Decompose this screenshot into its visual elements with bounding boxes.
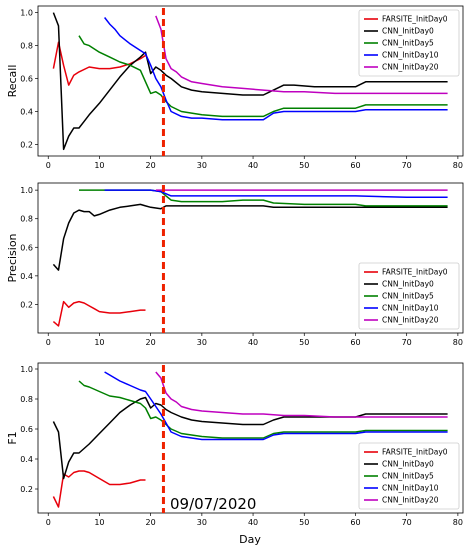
legend-label-cnn-initday5: CNN_InitDay5 [382, 292, 434, 301]
x-tick-label: 0 [46, 338, 51, 347]
y-tick-label: 0.2 [20, 300, 33, 309]
date-annotation: 09/07/2020 [170, 495, 256, 513]
x-tick-label: 20 [146, 338, 156, 347]
x-tick-label: 20 [146, 161, 156, 170]
y-axis-label: Precision [6, 233, 19, 282]
x-tick-label: 60 [350, 518, 360, 527]
series-group [52, 12, 448, 151]
series-line-farsite-initday0 [52, 41, 146, 86]
x-tick-label: 0 [46, 161, 51, 170]
x-tick-label: 80 [453, 161, 463, 170]
series-line-cnn-initday10 [104, 189, 448, 199]
series-line-farsite-initday0 [52, 300, 146, 327]
x-tick-label: 80 [453, 338, 463, 347]
plot-frame [37, 362, 464, 514]
x-tick-label: 80 [453, 518, 463, 527]
legend-box [358, 9, 460, 77]
legend-label-cnn-initday20: CNN_InitDay20 [382, 316, 439, 325]
x-tick-label: 70 [402, 161, 412, 170]
y-tick-label: 0.2 [20, 140, 33, 149]
y-tick-label: 0.2 [20, 485, 33, 494]
x-tick-label: 70 [402, 338, 412, 347]
legend-label-cnn-initday10: CNN_InitDay10 [382, 484, 439, 493]
x-tick-label: 20 [146, 518, 156, 527]
legend-label-cnn-initday0: CNN_InitDay0 [382, 460, 434, 469]
legend: FARSITE_InitDay0 CNN_InitDay0 CNN_InitDay5… [358, 262, 460, 330]
x-tick-label: 40 [248, 161, 258, 170]
y-tick-label: 1.0 [20, 9, 33, 18]
legend-label-cnn-initday5: CNN_InitDay5 [382, 39, 434, 48]
legend: FARSITE_InitDay0 CNN_InitDay0 CNN_InitDay5… [358, 9, 460, 77]
x-tick-label: 40 [248, 338, 258, 347]
x-tick-label: 10 [94, 518, 104, 527]
legend: FARSITE_InitDay0 CNN_InitDay0 CNN_InitDay5… [358, 442, 460, 510]
plot-frame [37, 182, 464, 334]
x-tick-label: 10 [94, 161, 104, 170]
series-line-cnn-initday0 [52, 12, 448, 151]
y-tick-label: 1.0 [20, 365, 33, 374]
y-tick-label: 0.6 [20, 425, 33, 434]
y-tick-label: 0.4 [20, 107, 33, 116]
series-line-cnn-initday5 [78, 35, 448, 118]
legend-label-cnn-initday0: CNN_InitDay0 [382, 27, 434, 36]
x-tick-label: 40 [248, 518, 258, 527]
series-line-cnn-initday5 [78, 380, 448, 439]
legend-box [358, 262, 460, 330]
legend-label-cnn-initday5: CNN_InitDay5 [382, 472, 434, 481]
legend-label-cnn-initday20: CNN_InitDay20 [382, 496, 439, 505]
x-axis-label: Day [239, 533, 261, 546]
series-group [52, 371, 448, 508]
series-line-cnn-initday0 [52, 396, 448, 480]
ticks-group: 0 10 20 30 40 50 60 70 80 0.2 0.4 0.6 0.8 1.0 [20, 365, 463, 527]
y-tick-label: 0.8 [20, 395, 33, 404]
panel-f1: F1 Day 09/07/2020 0 10 20 30 40 50 60 70 80 0.2 0.… [6, 362, 464, 546]
y-tick-label: 0.4 [20, 272, 33, 281]
ticks-group: 0 10 20 30 40 50 60 70 80 0.2 0.4 0.6 0.8 1.0 [20, 9, 463, 170]
y-tick-label: 0.4 [20, 455, 33, 464]
y-axis-label: Recall [6, 65, 19, 98]
x-tick-label: 50 [299, 518, 309, 527]
legend-label-cnn-initday0: CNN_InitDay0 [382, 280, 434, 289]
x-tick-label: 50 [299, 161, 309, 170]
x-tick-label: 0 [46, 518, 51, 527]
y-tick-label: 0.8 [20, 42, 33, 51]
x-tick-label: 10 [94, 338, 104, 347]
x-tick-label: 60 [350, 338, 360, 347]
series-line-cnn-initday10 [104, 371, 448, 441]
y-tick-label: 0.6 [20, 75, 33, 84]
y-tick-label: 0.8 [20, 215, 33, 224]
x-tick-label: 60 [350, 161, 360, 170]
x-tick-label: 30 [197, 161, 207, 170]
legend-box [358, 442, 460, 510]
x-tick-label: 70 [402, 518, 412, 527]
legend-label-farsite-initday0: FARSITE_InitDay0 [382, 268, 448, 277]
legend-label-farsite-initday0: FARSITE_InitDay0 [382, 15, 448, 24]
legend-label-cnn-initday10: CNN_InitDay10 [382, 51, 439, 60]
series-line-cnn-initday10 [104, 17, 448, 121]
legend-label-cnn-initday20: CNN_InitDay20 [382, 63, 439, 72]
panel-precision: Precision 0 10 20 30 40 50 60 70 80 0.2 0.4 0.6 0.8 1… [6, 182, 464, 347]
series-line-farsite-initday0 [52, 470, 146, 508]
x-tick-label: 50 [299, 338, 309, 347]
ticks-group: 0 10 20 30 40 50 60 70 80 0.2 0.4 0.6 0.8 1.0 [20, 186, 463, 347]
series-line-cnn-initday20 [155, 15, 448, 95]
legend-label-cnn-initday10: CNN_InitDay10 [382, 304, 439, 313]
series-group [52, 189, 448, 327]
plot-frame [37, 5, 464, 157]
series-line-cnn-initday0 [52, 203, 448, 271]
legend-label-farsite-initday0: FARSITE_InitDay0 [382, 448, 448, 457]
y-tick-label: 0.6 [20, 243, 33, 252]
y-tick-label: 1.0 [20, 186, 33, 195]
x-tick-label: 30 [197, 338, 207, 347]
panel-recall: Recall 0 10 20 30 40 50 60 70 800.20.40.60.81.0 … [6, 5, 464, 170]
y-axis-label: F1 [6, 431, 19, 444]
series-line-cnn-initday20 [155, 371, 448, 418]
x-tick-label: 30 [197, 518, 207, 527]
series-line-cnn-initday5 [79, 189, 448, 207]
